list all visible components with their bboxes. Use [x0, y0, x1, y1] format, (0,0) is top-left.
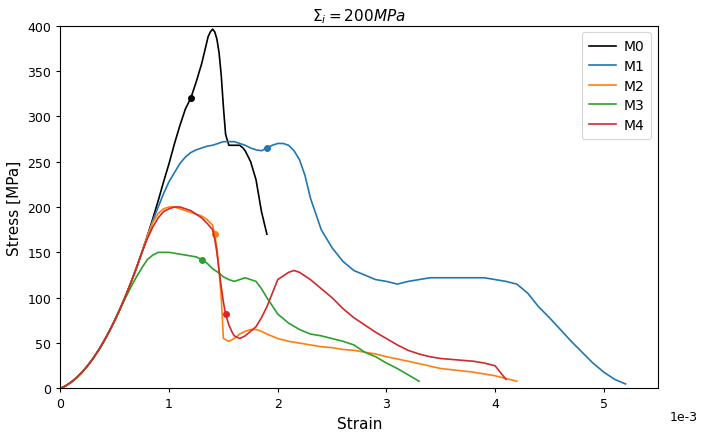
M1: [622, 381, 630, 387]
Line: M0: M0: [61, 30, 267, 389]
M1: [469, 276, 477, 281]
M0: [181, 107, 189, 113]
M0: [228, 143, 237, 148]
M3: [132, 275, 141, 280]
M3: [154, 250, 163, 255]
M0: [67, 380, 75, 385]
M0: [239, 146, 247, 151]
M0: [213, 37, 221, 42]
M0: [73, 375, 81, 380]
Text: 1e-3: 1e-3: [670, 410, 698, 423]
M4: [246, 329, 255, 334]
M0: [192, 80, 201, 85]
M0: [149, 217, 157, 222]
M0: [56, 386, 65, 391]
M0: [217, 74, 225, 79]
M1: [274, 141, 282, 147]
M3: [56, 386, 65, 391]
M2: [350, 348, 358, 353]
M0: [206, 30, 215, 35]
M0: [232, 143, 241, 148]
M0: [215, 51, 223, 56]
M0: [204, 35, 213, 40]
M0: [219, 105, 227, 110]
M1: [94, 348, 103, 353]
M2: [284, 339, 293, 344]
M0: [210, 30, 219, 35]
M0: [246, 159, 255, 165]
M0: [176, 124, 184, 129]
M0: [208, 28, 217, 33]
M0: [202, 44, 210, 49]
M0: [159, 180, 168, 185]
Legend: M0, M1, M2, M3, M4: M0, M1, M2, M3, M4: [582, 33, 651, 139]
M0: [127, 280, 135, 285]
M0: [263, 232, 271, 237]
X-axis label: Strain: Strain: [337, 416, 382, 431]
M4: [56, 386, 65, 391]
M0: [221, 132, 230, 138]
M0: [241, 149, 249, 154]
M3: [230, 279, 239, 284]
M0: [105, 329, 113, 334]
M0: [100, 339, 108, 344]
M4: [138, 250, 146, 255]
M0: [170, 141, 179, 147]
M0: [78, 370, 87, 375]
Line: M4: M4: [61, 208, 506, 389]
M1: [197, 146, 206, 151]
M0: [143, 234, 151, 239]
M2: [56, 386, 65, 391]
M4: [143, 237, 151, 242]
M0: [132, 265, 141, 271]
M0: [257, 209, 265, 215]
M0: [111, 318, 119, 323]
M3: [415, 379, 423, 384]
M0: [154, 198, 163, 204]
M1: [339, 259, 347, 265]
M2: [252, 327, 260, 332]
M0: [230, 143, 239, 148]
M2: [132, 265, 141, 271]
M3: [295, 327, 303, 332]
Line: M3: M3: [61, 253, 419, 389]
M1: [56, 386, 65, 391]
M0: [138, 250, 146, 255]
M2: [165, 205, 173, 210]
M3: [241, 276, 249, 281]
M0: [94, 348, 103, 353]
M2: [513, 379, 521, 384]
M0: [121, 293, 130, 299]
Line: M1: M1: [61, 142, 626, 389]
M1: [219, 140, 227, 145]
M4: [436, 356, 445, 361]
M0: [62, 383, 70, 389]
Line: M2: M2: [61, 208, 517, 389]
Y-axis label: Stress [MPa]: Stress [MPa]: [7, 160, 22, 255]
M2: [469, 370, 477, 375]
M0: [252, 178, 260, 183]
M4: [502, 377, 510, 382]
M0: [197, 62, 206, 67]
Title: $\Sigma_i=200MPa$: $\Sigma_i=200MPa$: [313, 7, 406, 25]
M0: [83, 364, 92, 369]
M4: [170, 205, 179, 210]
M3: [225, 277, 233, 283]
M0: [225, 143, 233, 148]
M0: [116, 306, 125, 311]
M4: [241, 333, 249, 339]
M0: [200, 53, 208, 58]
M0: [165, 162, 173, 167]
M4: [210, 237, 219, 242]
M3: [360, 350, 369, 355]
M0: [236, 143, 244, 148]
M2: [127, 280, 135, 285]
M0: [187, 96, 195, 102]
M0: [89, 356, 97, 361]
M1: [360, 273, 369, 278]
